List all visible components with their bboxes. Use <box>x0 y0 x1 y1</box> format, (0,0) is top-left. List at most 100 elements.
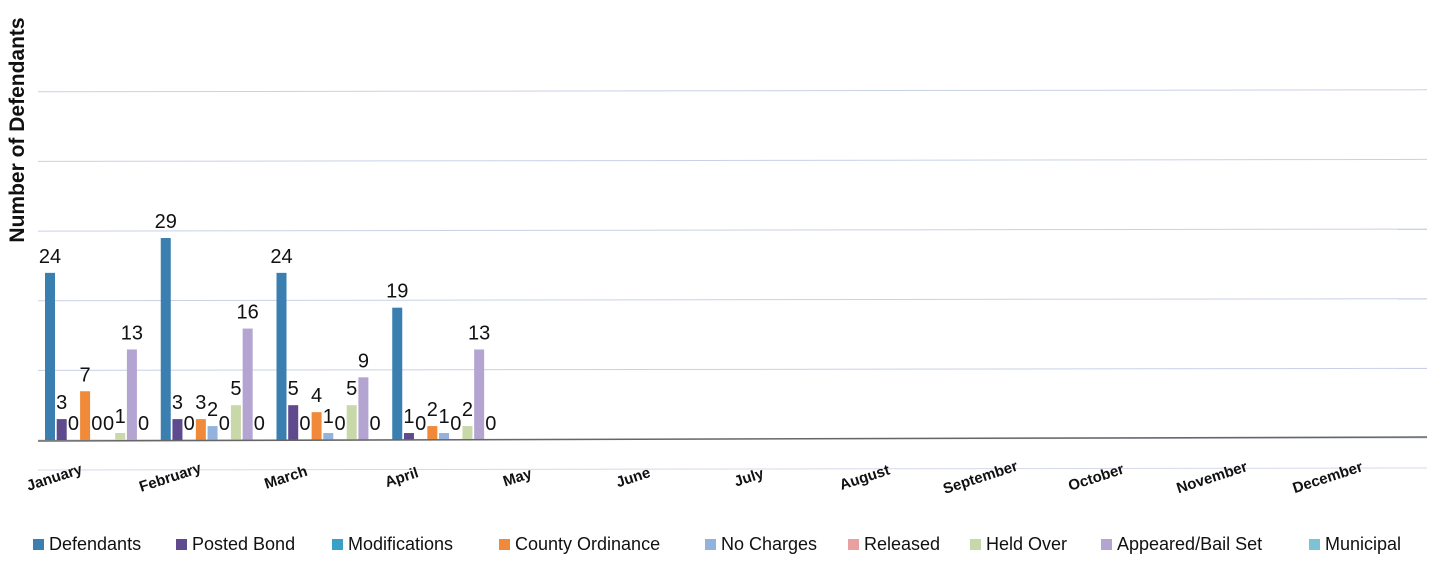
bar <box>323 433 334 440</box>
bar <box>403 433 414 440</box>
category-label: November <box>1174 458 1249 497</box>
category-label: August <box>838 462 892 494</box>
data-label: 24 <box>39 246 61 268</box>
data-label: 0 <box>219 413 230 435</box>
data-label: 4 <box>311 385 322 407</box>
legend-swatch <box>332 539 343 550</box>
data-label: 0 <box>415 413 426 435</box>
gridline <box>37 467 1428 471</box>
gridline <box>37 228 1428 232</box>
bar <box>80 391 91 440</box>
data-label: 0 <box>485 413 496 435</box>
data-label: 0 <box>91 413 102 435</box>
bar <box>230 405 241 440</box>
legend-swatch <box>499 539 510 550</box>
category-label: June <box>614 464 653 491</box>
legend-label: Held Over <box>986 534 1067 554</box>
category-label: January <box>24 461 85 495</box>
legend-swatch <box>705 539 716 550</box>
data-label: 1 <box>438 406 449 428</box>
data-label: 0 <box>334 413 345 435</box>
data-label: 5 <box>346 378 357 400</box>
data-label: 29 <box>155 211 177 233</box>
category-labels: January February March April May June July Augu… <box>24 458 1365 498</box>
data-label: 1 <box>323 406 334 428</box>
bar <box>207 426 218 440</box>
data-label: 1 <box>115 406 126 428</box>
bar <box>311 412 322 440</box>
bar <box>45 272 55 440</box>
bar <box>195 419 206 440</box>
data-label: 13 <box>468 322 490 344</box>
legend-swatch <box>1309 539 1320 550</box>
bar <box>56 419 67 440</box>
data-label: 0 <box>68 413 79 435</box>
legend-label: No Charges <box>721 534 817 554</box>
bar <box>474 349 485 440</box>
bar <box>242 328 253 440</box>
gridlines <box>37 89 1428 471</box>
bars <box>45 238 485 440</box>
bar <box>346 405 357 440</box>
gridline <box>37 367 1428 371</box>
data-label: 0 <box>370 413 381 435</box>
category-label: February <box>137 460 204 496</box>
legend-label: County Ordinance <box>515 534 660 554</box>
legend-label: Appeared/Bail Set <box>1117 534 1262 554</box>
data-label: 0 <box>138 413 149 435</box>
data-label: 0 <box>184 413 195 435</box>
category-label: April <box>383 464 421 491</box>
data-label: 2 <box>427 399 438 421</box>
category-label: March <box>262 463 309 493</box>
data-label: 0 <box>299 413 310 435</box>
bar <box>427 426 438 440</box>
legend-swatch <box>848 539 859 550</box>
legend-swatch <box>1101 539 1112 550</box>
gridline <box>37 298 1428 302</box>
data-label: 13 <box>121 322 143 344</box>
legend-label: Municipal <box>1325 534 1401 554</box>
bar <box>358 377 369 440</box>
legend-swatch <box>33 539 44 550</box>
legend-swatch <box>970 539 981 550</box>
data-label: 5 <box>288 378 299 400</box>
data-label: 24 <box>270 246 292 268</box>
legend-label: Modifications <box>348 534 453 554</box>
bar <box>288 405 299 440</box>
data-label: 1 <box>403 406 414 428</box>
gridline <box>37 89 1428 93</box>
data-label: 2 <box>207 399 218 421</box>
data-label: 3 <box>172 392 183 414</box>
data-label: 0 <box>450 413 461 435</box>
data-label: 7 <box>80 364 91 386</box>
x-axis <box>37 436 1428 442</box>
data-label: 16 <box>237 302 259 324</box>
bar <box>160 238 171 440</box>
legend-label: Posted Bond <box>192 534 295 554</box>
bar <box>392 307 403 440</box>
bar <box>172 419 183 440</box>
legend-label: Defendants <box>49 534 141 554</box>
bar <box>439 433 450 440</box>
data-label: 2 <box>462 399 473 421</box>
gridline <box>37 158 1428 162</box>
data-label: 0 <box>103 413 114 435</box>
category-label: October <box>1066 461 1126 495</box>
data-label: 5 <box>230 378 241 400</box>
data-label: 9 <box>358 350 369 372</box>
legend-swatch <box>176 539 187 550</box>
bar <box>115 433 126 440</box>
category-label: December <box>1291 458 1365 497</box>
y-axis-label: Number of Defendants <box>6 17 29 242</box>
legend: Defendants Posted Bond Modifications County… <box>33 534 1401 554</box>
data-label: 19 <box>386 281 408 303</box>
bar <box>462 426 473 440</box>
data-label: 3 <box>195 392 206 414</box>
bar <box>126 349 137 440</box>
data-label: 0 <box>254 413 265 435</box>
category-label: September <box>941 458 1020 498</box>
bar <box>276 272 287 440</box>
category-label: May <box>501 465 535 490</box>
